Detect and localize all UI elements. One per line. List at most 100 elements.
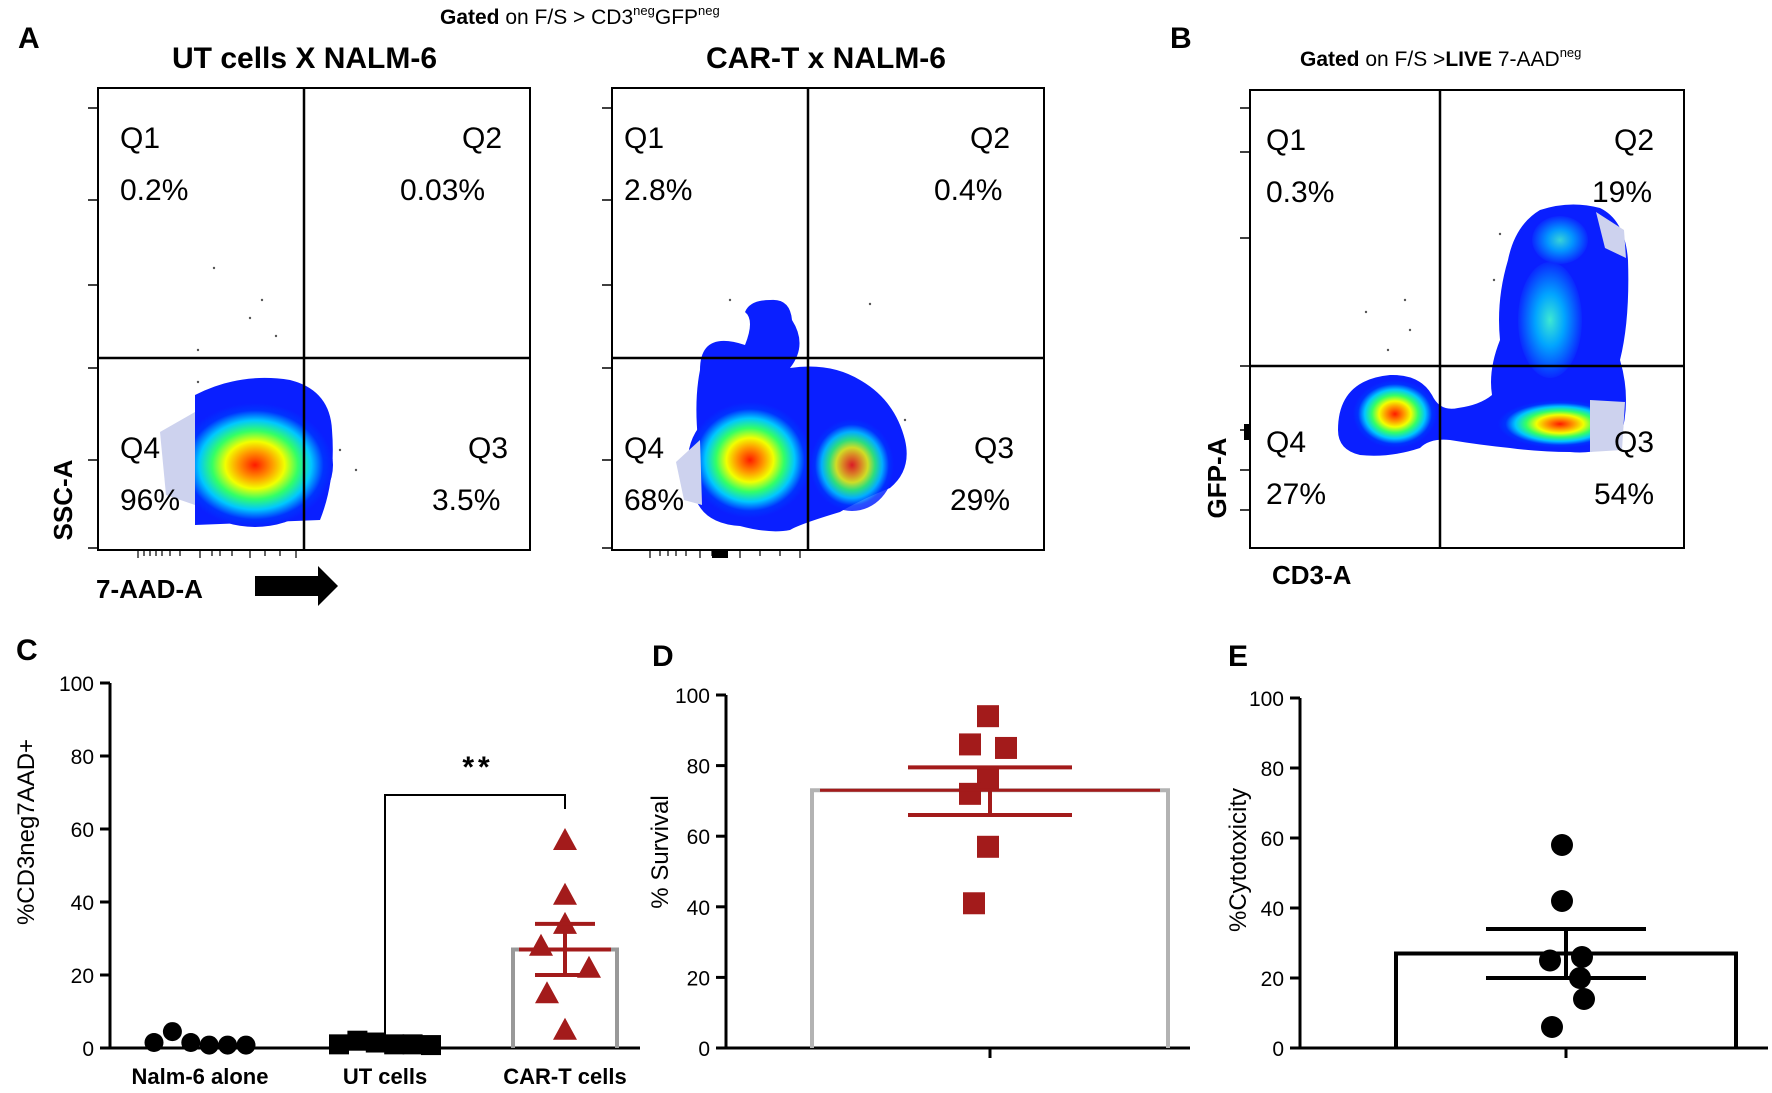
- c-point-2-3: [529, 933, 553, 956]
- density-b-core4: [1532, 216, 1588, 264]
- c-sig-bracket: [384, 794, 566, 1038]
- cart-q3-value: 29%: [950, 484, 1010, 517]
- b-xlabel: CD3-A: [1272, 560, 1352, 590]
- c-ytick-label-3: 60: [71, 819, 94, 842]
- gate-a-sup1: neg: [633, 3, 655, 18]
- b-q3-name: Q3: [1614, 426, 1654, 459]
- c-ytick-label-1: 20: [71, 965, 94, 988]
- gate-a-rest: on F/S > CD3: [500, 6, 634, 29]
- e-ytick-label-0: 0: [1272, 1038, 1284, 1061]
- c-ylabel: %CD3neg7AAD+: [13, 739, 40, 925]
- e-point-6: [1541, 1016, 1563, 1038]
- density-b-core1: [1353, 380, 1437, 448]
- density-ut-core: [177, 403, 333, 527]
- ut-q1-name: Q1: [120, 122, 160, 155]
- b-q2-name: Q2: [1614, 124, 1654, 157]
- c-point-1-5: [421, 1035, 441, 1056]
- c-point-0-1: [162, 1022, 182, 1042]
- ut-q2-name: Q2: [462, 122, 502, 155]
- c-point-0-5: [236, 1035, 256, 1055]
- panel-label-c: C: [16, 634, 38, 667]
- gate-label-b: Gated on F/S >LIVE 7-AADneg: [1300, 45, 1581, 71]
- density-cart-gate-overlay: [676, 440, 702, 505]
- c-sig-label: **: [462, 751, 493, 784]
- arrow-icon: [255, 566, 338, 606]
- gate-b-tail: 7-AAD: [1492, 48, 1560, 71]
- density-cart-core2: [810, 419, 894, 511]
- c-point-0-2: [181, 1033, 201, 1053]
- ut-q1-value: 0.2%: [120, 174, 188, 207]
- e-ytick-label-2: 40: [1261, 898, 1284, 921]
- b-q3-value: 54%: [1594, 478, 1654, 511]
- c-point-1-2: [365, 1032, 386, 1053]
- e-ytick-label-1: 20: [1261, 968, 1284, 991]
- e-point-2: [1571, 946, 1593, 968]
- density-b-core3: [1518, 262, 1582, 378]
- cart-q2-value: 0.4%: [934, 174, 1002, 207]
- c-point-1-0: [329, 1034, 349, 1055]
- b-q2-value: 19%: [1592, 176, 1652, 209]
- c-point-2-4: [577, 955, 601, 978]
- plot-title-ut: UT cells X NALM-6: [172, 42, 437, 75]
- flow-plot-cart: [602, 87, 1045, 558]
- cart-q1-name: Q1: [624, 122, 664, 155]
- gate-b-bold: Gated: [1300, 48, 1360, 71]
- e-ytick-label-4: 80: [1261, 758, 1284, 781]
- gate-a-sup2: neg: [698, 3, 720, 18]
- d-ytick-label-2: 40: [687, 897, 710, 920]
- e-point-0: [1551, 834, 1573, 856]
- c-point-2-5: [535, 981, 559, 1004]
- b-q1-name: Q1: [1266, 124, 1306, 157]
- d-ytick-label-1: 20: [687, 967, 710, 990]
- cart-q4-name: Q4: [624, 432, 664, 465]
- c-point-2-6: [553, 1017, 577, 1040]
- e-ylabel: %Cytotoxicity: [1225, 788, 1252, 932]
- d-ytick-label-0: 0: [698, 1038, 710, 1061]
- c-ytick-label-0: 0: [82, 1038, 94, 1061]
- c-ytick-label-4: 80: [71, 746, 94, 769]
- panel-label-a: A: [18, 22, 40, 55]
- density-b-overlay1: [1596, 212, 1626, 258]
- flow-plot-ut: [88, 87, 531, 558]
- density-ut-gate-overlay: [160, 412, 195, 505]
- gate-a-mid: GFP: [655, 6, 698, 29]
- d-bar: [810, 788, 1170, 1048]
- ut-q2-value: 0.03%: [400, 174, 485, 207]
- plot-title-cart: CAR-T x NALM-6: [706, 42, 946, 75]
- density-b-overlay2: [1590, 400, 1625, 452]
- c-point-0-0: [144, 1033, 164, 1053]
- c-point-1-4: [402, 1034, 423, 1055]
- d-ytick-label-5: 100: [675, 685, 710, 708]
- d-point-0: [977, 705, 999, 728]
- c-xtick-label-1: UT cells: [343, 1064, 427, 1089]
- gate-a-bold: Gated: [440, 6, 500, 29]
- d-point-6: [963, 892, 985, 915]
- d-point-1: [959, 733, 981, 756]
- d-point-2: [995, 736, 1017, 759]
- ut-q3-name: Q3: [468, 432, 508, 465]
- cart-q2-name: Q2: [970, 122, 1010, 155]
- c-point-1-1: [347, 1030, 368, 1051]
- e-ytick-label-5: 100: [1249, 688, 1284, 711]
- b-q1-value: 0.3%: [1266, 176, 1334, 209]
- b-ylabel: GFP-A: [1202, 437, 1232, 518]
- e-point-3: [1539, 949, 1561, 972]
- c-ytick-label-5: 100: [59, 673, 94, 696]
- c-point-0-3: [199, 1035, 219, 1055]
- gate-b-sup: neg: [1560, 45, 1582, 60]
- panel-label-b: B: [1170, 22, 1192, 55]
- e-ytick-label-3: 60: [1261, 828, 1284, 851]
- flow-plot-b: [1240, 89, 1685, 549]
- chart-e: 0 20 40 60 80 100: [1249, 688, 1768, 1061]
- cart-q3-name: Q3: [974, 432, 1014, 465]
- c-xtick-label-2: CAR-T cells: [503, 1064, 626, 1089]
- panel-label-d: D: [652, 640, 674, 673]
- cart-q4-value: 68%: [624, 484, 684, 517]
- a-xlabel: 7-AAD-A: [96, 574, 203, 604]
- gate-b-live: LIVE: [1445, 48, 1492, 71]
- c-point-0-4: [218, 1035, 238, 1055]
- e-point-5: [1573, 988, 1595, 1010]
- cart-q1-value: 2.8%: [624, 174, 692, 207]
- gate-b-rest: on F/S >: [1360, 48, 1446, 71]
